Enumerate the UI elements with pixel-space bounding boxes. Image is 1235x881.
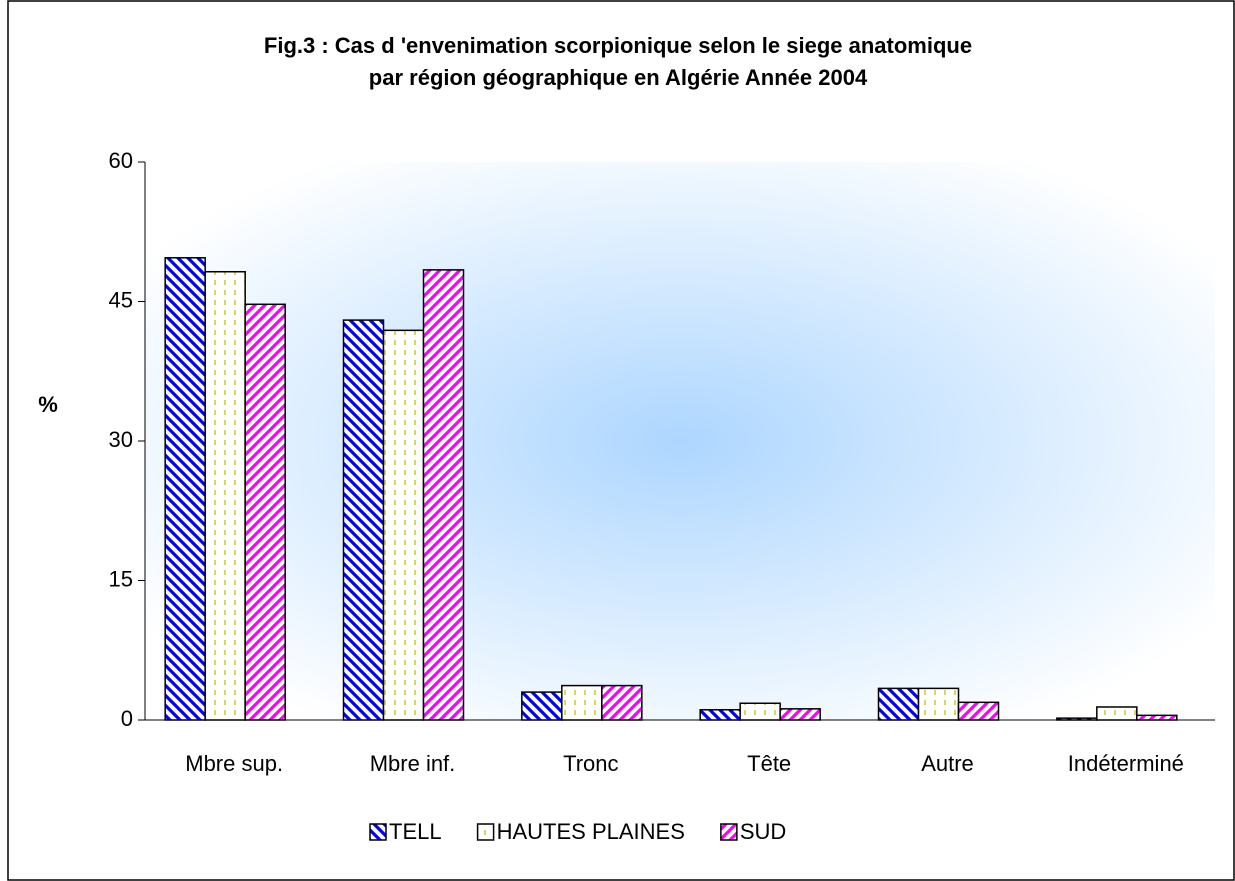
bar (739, 702, 781, 721)
y-tick-label: 15 (109, 566, 133, 591)
y-tick-label: 60 (109, 148, 133, 173)
bar (521, 691, 563, 721)
bar (204, 270, 246, 721)
legend-label: SUD (740, 819, 786, 844)
chart-title: Fig.3 : Cas d 'envenimation scorpionique… (264, 33, 972, 58)
y-tick-label: 45 (109, 287, 133, 312)
x-tick-label: Indéterminé (1068, 751, 1184, 776)
bar (779, 708, 821, 721)
bar (382, 329, 425, 721)
y-axis-label: % (38, 392, 58, 417)
y-tick-label: 30 (109, 427, 133, 452)
bar (957, 701, 1000, 721)
bar (601, 684, 643, 721)
legend-swatch (369, 823, 387, 841)
x-tick-label: Tronc (563, 751, 618, 776)
bar (699, 709, 741, 721)
bar (561, 684, 603, 721)
x-tick-label: Mbre sup. (185, 751, 283, 776)
bar (342, 319, 385, 721)
plot-background (145, 162, 1215, 720)
legend-swatch (476, 823, 495, 841)
chart-title: par région géographique en Algérie Année… (369, 65, 868, 90)
x-tick-label: Mbre inf. (370, 751, 456, 776)
x-tick-label: Tête (747, 751, 791, 776)
bar (1056, 717, 1098, 721)
bar (244, 303, 286, 721)
legend-label: HAUTES PLAINES (497, 819, 685, 844)
legend-swatch (720, 823, 738, 841)
x-tick-label: Autre (921, 751, 974, 776)
bar (1096, 706, 1138, 721)
bar (422, 269, 465, 721)
bar (1136, 714, 1178, 721)
bar (164, 257, 206, 721)
bar (917, 687, 960, 721)
bar (877, 687, 920, 721)
legend-label: TELL (389, 819, 442, 844)
y-tick-label: 0 (121, 706, 133, 731)
